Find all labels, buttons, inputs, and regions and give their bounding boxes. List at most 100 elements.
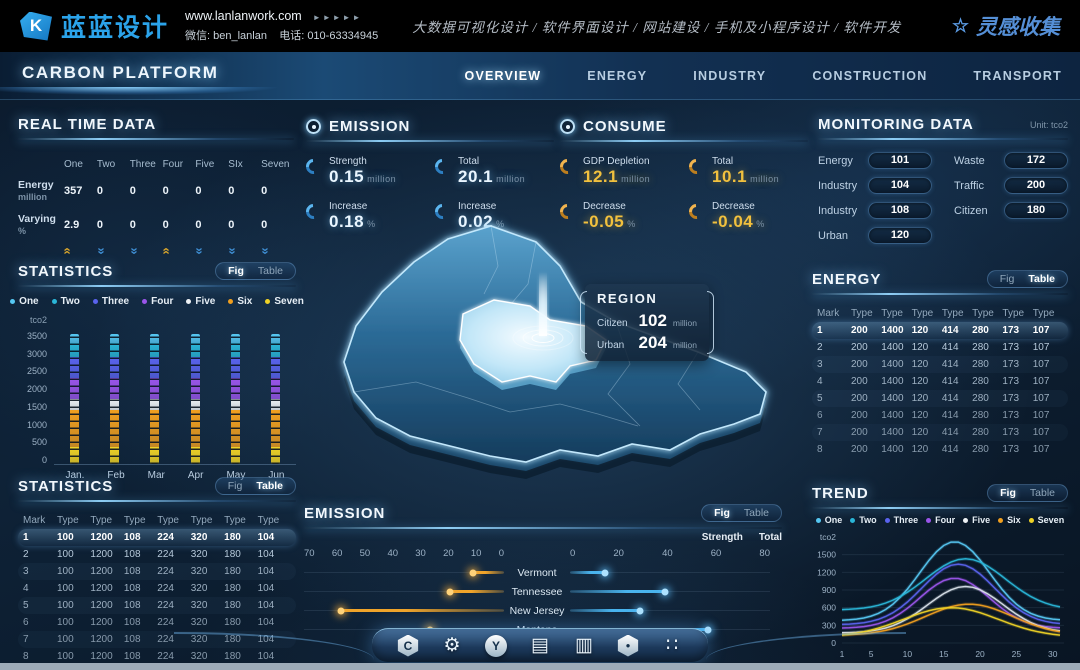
bracket-decoration [580, 291, 587, 354]
toggle-table[interactable]: Table [256, 480, 283, 492]
stacked-bar[interactable] [69, 333, 79, 464]
legend-item[interactable]: Two [51, 296, 80, 307]
stacked-bar[interactable] [190, 333, 200, 464]
table-row[interactable]: 3 200 1400 120 414 280 173 107 [812, 356, 1068, 373]
table-row[interactable]: 5 200 1400 120 414 280 173 107 [812, 390, 1068, 407]
collect-label: 灵感收集 [976, 15, 1060, 39]
trend-title: TREND [812, 484, 869, 502]
collect-link[interactable]: ☆ 灵感收集 [952, 11, 1060, 41]
home-icon[interactable]: C [395, 633, 421, 659]
down-arrow-icon: « [191, 247, 207, 255]
table-row[interactable]: 2 100 1200 108 224 320 180 104 [23, 549, 275, 560]
legend-item[interactable]: Four [142, 296, 173, 307]
svg-text:300: 300 [822, 620, 836, 630]
table-row[interactable]: 7 200 1400 120 414 280 173 107 [812, 424, 1068, 441]
legend-item[interactable]: Five [963, 515, 990, 525]
trend-toggle[interactable]: Fig Table [987, 484, 1068, 502]
toggle-fig[interactable]: Fig [1000, 487, 1016, 499]
legend-item[interactable]: Four [926, 515, 955, 525]
toggle-table[interactable]: Table [1028, 273, 1055, 285]
table-row[interactable]: 2 200 1400 120 414 280 173 107 [817, 342, 1050, 353]
statistics-fig-title: STATISTICS [18, 262, 114, 280]
panel-swoosh [812, 293, 1068, 295]
emission-axis-row: 70 60 50 40 30 20 10 0 0 20 40 60 80 [304, 548, 782, 559]
realtime-row: Energy million 357 0 0 0 0 0 0 [18, 179, 268, 202]
stacked-bar[interactable] [271, 333, 281, 464]
panel-swoosh [560, 140, 808, 142]
legend-item[interactable]: Seven [265, 296, 304, 307]
legend-item[interactable]: Seven [1028, 515, 1064, 525]
stacked-bar[interactable] [230, 333, 240, 464]
tab-industry[interactable]: INDUSTRY [693, 68, 767, 83]
table-row[interactable]: 4 200 1400 120 414 280 173 107 [817, 376, 1050, 387]
legend-dot-icon [92, 299, 98, 304]
legend-dot-icon [186, 299, 192, 304]
bar-chart-icon: ▥ [575, 635, 593, 656]
toggle-table[interactable]: Table [1029, 487, 1055, 499]
lanlan-logo[interactable]: K 蓝蓝设计 [20, 8, 169, 44]
energy-table-toggle[interactable]: Fig Table [986, 270, 1068, 288]
arc-icon [431, 155, 454, 178]
settings-gear-icon[interactable]: ⚙ [439, 633, 465, 659]
tab-overview[interactable]: OVERVIEW [464, 68, 542, 83]
energy-table-title: ENERGY [812, 270, 882, 288]
legend-dot-icon [228, 299, 234, 304]
summary-stat: Decrease -0.05% [556, 200, 679, 232]
nut-icon[interactable]: ● [615, 633, 641, 659]
svg-text:900: 900 [822, 585, 836, 595]
right-axis-ticks: 0 20 40 60 80 [570, 548, 770, 559]
trend-legend: One Two Three Four Five Six Seven [812, 515, 1068, 525]
table-row[interactable]: 1 200 1400 120 414 280 173 107 [812, 322, 1068, 339]
agency-url[interactable]: www.lanlanwork.com [185, 9, 302, 24]
legend-item[interactable]: Two [850, 515, 877, 525]
toggle-fig[interactable]: Fig [714, 507, 730, 519]
toggle-fig[interactable]: Fig [228, 265, 244, 277]
bracket-decoration [707, 291, 714, 354]
apps-grid-icon[interactable]: ∷ [659, 633, 685, 659]
table-row[interactable]: 1 100 1200 108 224 320 180 104 [18, 529, 296, 546]
stacked-bar[interactable] [109, 333, 119, 464]
arrow-icons: ►►►►► [312, 13, 363, 23]
energy-table: Mark Type Type Type Type Type Type Type 1 200 1400… [812, 305, 1068, 458]
table-row[interactable]: 3 100 1200 108 224 320 180 104 [18, 563, 296, 580]
toggle-fig[interactable]: Fig [227, 480, 243, 492]
table-row[interactable]: 6 100 1200 108 224 320 180 104 [23, 617, 275, 628]
tab-transport[interactable]: TRANSPORT [973, 68, 1062, 83]
settings-gear-icon: ⚙ [443, 635, 461, 656]
x-axis-ticks: Jan. Feb Mar Apr May Jun [65, 470, 285, 481]
kiosk-icon[interactable]: ▤ [527, 633, 553, 659]
legend-item[interactable]: Three [884, 515, 918, 525]
legend-item[interactable]: Strength [701, 532, 743, 543]
toggle-fig[interactable]: Fig [999, 273, 1015, 285]
legend-item[interactable]: Six [998, 515, 1021, 525]
legend-item[interactable]: One [10, 296, 39, 307]
table-row[interactable]: 6 200 1400 120 414 280 173 107 [817, 410, 1050, 421]
energy-badge-icon[interactable]: Y [483, 633, 509, 659]
arc-icon [685, 155, 708, 178]
tab-construction[interactable]: CONSTRUCTION [812, 68, 928, 83]
legend-item[interactable]: Three [92, 296, 129, 307]
toggle-table[interactable]: Table [743, 507, 769, 519]
stacked-bar[interactable] [150, 333, 160, 464]
bottom-dock: C ⚙ Y ▤ ▥ ● ∷ [174, 628, 906, 662]
statistics-table-toggle[interactable]: Fig Table [214, 477, 296, 495]
toggle-table[interactable]: Table [257, 265, 283, 277]
bar-chart-icon[interactable]: ▥ [571, 633, 597, 659]
up-arrow-icon: « [60, 247, 76, 255]
tab-energy[interactable]: ENERGY [587, 68, 648, 83]
legend-dot-icon [265, 299, 271, 304]
legend-item[interactable]: Five [186, 296, 215, 307]
legend-item[interactable]: Total [758, 532, 782, 543]
region-3d-map[interactable]: REGION Citizen 102 million Urban 204 mil… [298, 214, 806, 514]
legend-item[interactable]: One [815, 515, 842, 525]
table-row[interactable]: 4 100 1200 108 224 320 180 104 [23, 583, 275, 594]
legend-item[interactable]: Six [228, 296, 252, 307]
statistics-fig-toggle[interactable]: Fig Table [215, 262, 296, 280]
table-row[interactable]: 5 100 1200 108 224 320 180 104 [18, 597, 296, 614]
realtime-title: REAL TIME DATA [18, 116, 157, 133]
emission-chart-toggle[interactable]: Fig Table [701, 504, 782, 522]
table-row[interactable]: 8 200 1400 120 414 280 173 107 [817, 444, 1050, 455]
panel-swoosh [306, 140, 554, 142]
value-pill: 120 [868, 227, 932, 244]
